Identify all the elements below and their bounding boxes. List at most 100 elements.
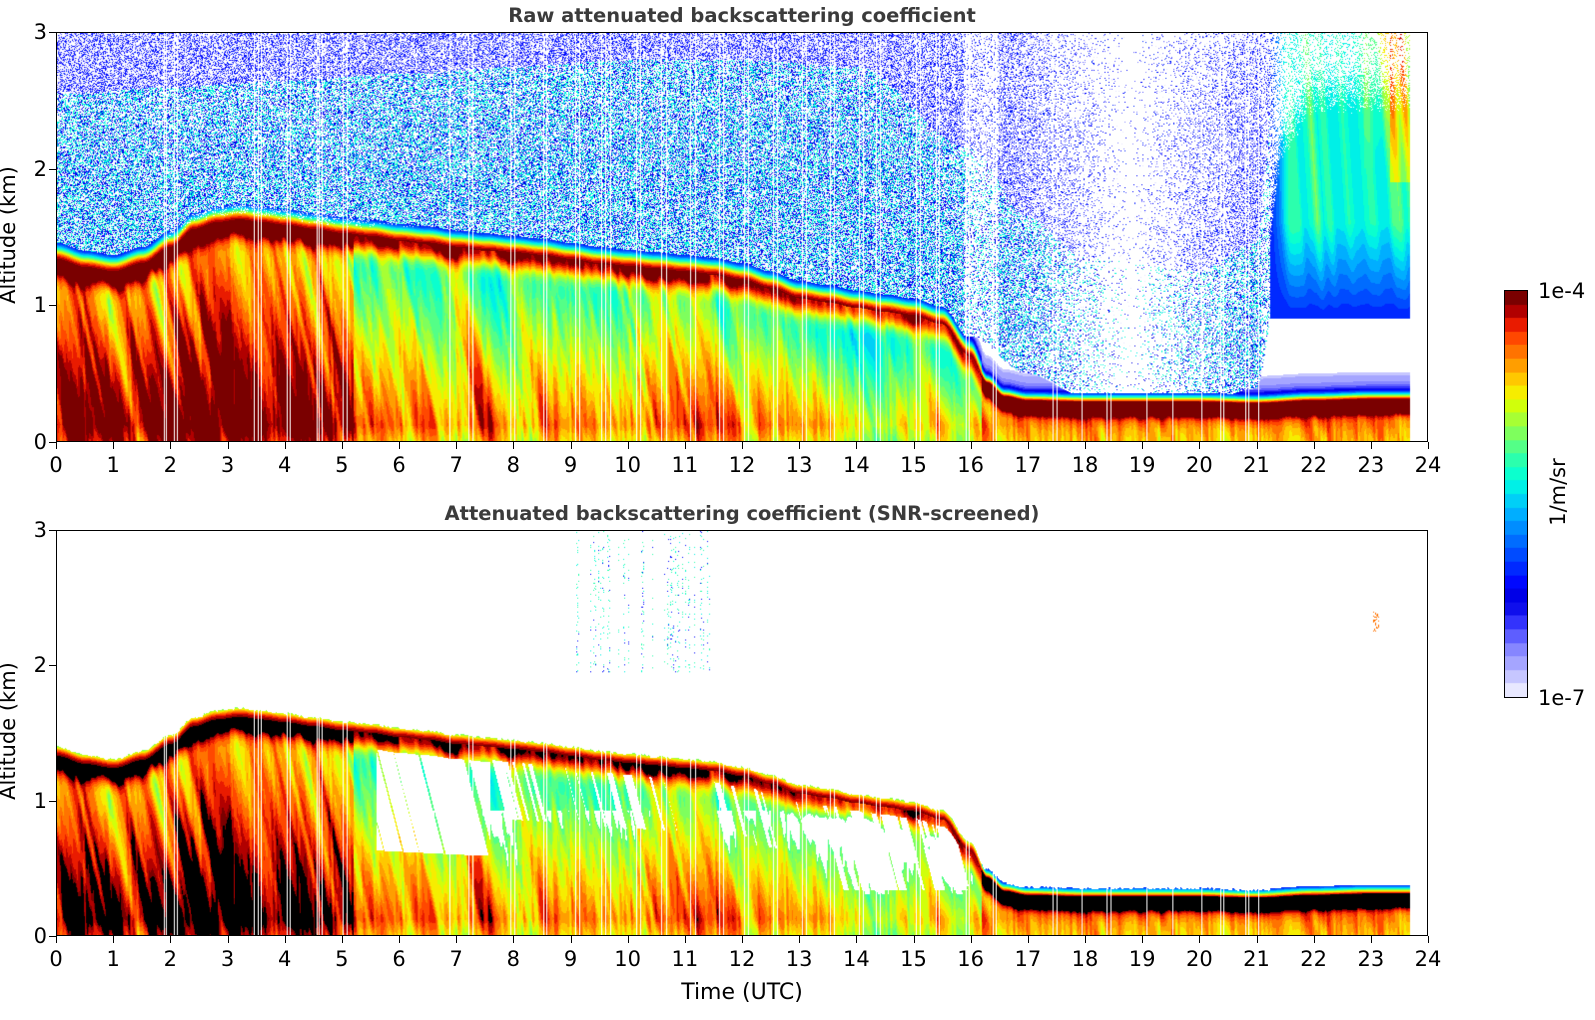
colorbar-canvas [1505,291,1527,697]
xtick-mark [856,442,858,449]
xtick-label: 22 [1300,453,1328,477]
xtick-mark [1027,442,1029,449]
xtick-mark [1256,442,1258,449]
xtick-mark [1370,442,1372,449]
xtick-mark [1142,442,1144,449]
ytick-mark [49,168,56,170]
xtick-mark [227,936,229,943]
xtick-mark [399,936,400,943]
xtick-label: 12 [728,947,756,971]
xtick-mark [170,442,172,449]
ytick-label: 2 [33,653,47,678]
xtick-mark [1428,442,1429,449]
xtick-label: 21 [1243,947,1270,971]
xtick-label: 17 [1014,453,1042,477]
xtick-label: 17 [1014,947,1042,971]
panel-screened-plot-frame [56,530,1428,936]
xtick-mark [856,936,858,943]
xtick-mark [1370,936,1372,943]
xtick-label: 15 [900,947,927,971]
xtick-mark [1199,442,1201,449]
xtick-mark [684,936,686,943]
colorbar-title: 1/m/sr [1546,458,1570,526]
xtick-mark [227,442,229,449]
xtick-mark [456,936,458,943]
xtick-mark [113,936,115,943]
xtick-label: 7 [449,453,463,477]
xtick-label: 15 [900,453,927,477]
xtick-label: 0 [49,947,63,971]
xtick-label: 10 [614,453,642,477]
colorbar-max-label: 1e-4 [1538,279,1586,303]
xtick-label: 19 [1128,453,1156,477]
xtick-label: 10 [614,947,642,971]
panel-raw-plot-frame [56,32,1428,442]
xtick-mark [513,936,515,943]
colorbar: 1e-4 1e-7 1/m/sr [1504,279,1585,710]
xtick-label: 18 [1071,947,1099,971]
xtick-mark [1313,936,1315,943]
xtick-mark [799,936,801,943]
ytick-mark [49,305,56,307]
panel-screened-xlabel: Time (UTC) [681,980,803,1005]
xtick-mark [1199,936,1201,943]
xtick-label: 8 [506,453,521,477]
xtick-mark [113,442,115,449]
xtick-label: 19 [1128,947,1156,971]
xtick-mark [56,936,57,943]
xtick-label: 2 [163,453,178,477]
xtick-mark [1313,442,1315,449]
xtick-label: 23 [1357,453,1385,477]
xtick-mark [1085,936,1086,943]
xtick-label: 20 [1185,947,1213,971]
xtick-label: 23 [1357,947,1385,971]
xtick-label: 13 [785,947,813,971]
ytick-label: 3 [33,20,47,44]
xtick-mark [56,442,57,449]
xtick-label: 18 [1071,453,1099,477]
ytick-mark [49,936,56,937]
ytick-label: 1 [33,788,47,813]
xtick-mark [399,442,400,449]
xtick-mark [170,936,172,943]
xtick-label: 4 [277,947,292,971]
ytick-mark [49,665,56,667]
xtick-mark [684,442,686,449]
xtick-label: 5 [335,947,349,971]
xtick-label: 7 [449,947,463,971]
xtick-mark [570,936,572,943]
panel-raw-title: Raw attenuated backscattering coefficien… [508,4,976,27]
panel-raw-ylabel: Altitude (km) [0,166,20,304]
xtick-label: 14 [842,453,870,477]
panel-raw-heatmap [57,33,1427,441]
ytick-label: 1 [33,293,47,318]
ytick-mark [49,32,56,33]
xtick-label: 20 [1185,453,1213,477]
xtick-label: 21 [1243,453,1270,477]
xtick-label: 1 [106,947,120,971]
colorbar-gradient [1504,290,1528,698]
xtick-mark [1142,936,1144,943]
xtick-label: 0 [49,453,63,477]
ytick-label: 0 [33,924,47,948]
xtick-mark [284,442,286,449]
xtick-label: 6 [392,453,406,477]
xtick-label: 9 [563,453,578,477]
xtick-mark [1256,936,1258,943]
ytick-mark [49,530,56,531]
xtick-mark [570,442,572,449]
xtick-mark [284,936,286,943]
xtick-label: 24 [1414,947,1442,971]
xtick-mark [742,936,743,943]
xtick-mark [513,442,515,449]
xtick-label: 3 [220,947,235,971]
xtick-label: 2 [163,947,178,971]
xtick-mark [742,442,743,449]
xtick-label: 1 [106,453,120,477]
xtick-mark [799,442,801,449]
xtick-mark [1027,936,1029,943]
xtick-mark [456,442,458,449]
xtick-mark [970,442,972,449]
ytick-mark [49,442,56,443]
ytick-label: 0 [33,430,47,454]
